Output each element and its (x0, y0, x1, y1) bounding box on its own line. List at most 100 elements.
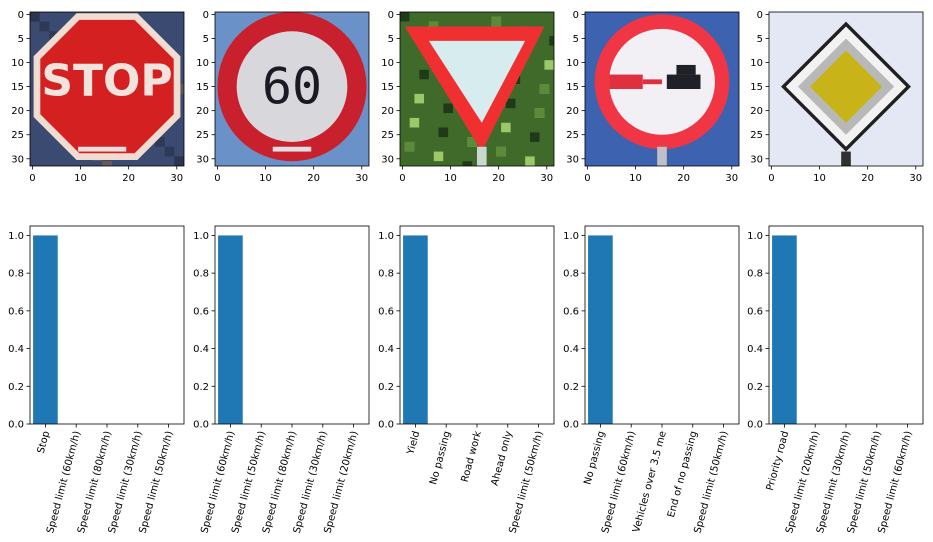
y-tick-label: 10 (750, 58, 763, 69)
category-label: Speed limit (50km/h) (693, 430, 731, 535)
yield-sign-image: 0 10 20 30 0 5 10 15 20 25 30 (381, 10, 555, 184)
category-label: Stop (36, 430, 53, 455)
category-label: Speed limit (60km/h) (199, 430, 237, 535)
speed-sign-face (236, 31, 348, 142)
y-tick-label: 0.6 (8, 306, 24, 317)
y-tick-label: 10 (196, 58, 209, 69)
y-tick-label: 0.4 (378, 344, 394, 355)
y-tick-label: 15 (750, 82, 763, 93)
y-tick-label: 0.8 (747, 269, 763, 280)
category-label: Speed limit (50km/h) (230, 430, 268, 535)
y-tick-label: 10 (381, 58, 394, 69)
y-tick-label: 0.2 (8, 382, 24, 393)
black-car-shape (666, 74, 701, 89)
y-tick-label: 10 (11, 58, 24, 69)
y-tick-label: 0.2 (563, 382, 579, 393)
category-label: Speed limit (50km/h) (846, 430, 884, 535)
y-tick-label: 0.4 (8, 344, 24, 355)
category-label: Priority road (765, 430, 791, 492)
category-label: Vehicles over 3.5 me (631, 430, 669, 534)
priority-sign-center (809, 50, 883, 123)
x-tick-label: 20 (492, 173, 505, 184)
y-tick-label: 0.0 (563, 420, 579, 431)
bar (772, 235, 797, 424)
y-tick-label: 0.2 (747, 382, 763, 393)
y-tick-label: 15 (196, 82, 209, 93)
x-tick-label: 0 (399, 173, 405, 184)
x-tick-label: 0 (29, 173, 35, 184)
x-tick-label: 0 (768, 173, 774, 184)
x-tick-label: 30 (170, 173, 183, 184)
y-tick-label: 0.6 (563, 306, 579, 317)
y-tick-label: 20 (566, 106, 579, 117)
y-tick-label: 10 (566, 58, 579, 69)
y-tick-label: 0.0 (8, 420, 24, 431)
y-tick-label: 0.8 (193, 269, 209, 280)
y-tick-label: 0.6 (747, 306, 763, 317)
image-frame (584, 11, 740, 167)
y-tick-label: 5 (18, 34, 24, 45)
y-tick-label: 15 (11, 82, 24, 93)
x-tick-label: 20 (677, 173, 690, 184)
category-label: No passing (428, 430, 453, 486)
x-tick-label: 10 (813, 173, 826, 184)
y-tick-label: 1.0 (193, 231, 209, 242)
category-label: Speed limit (20km/h) (784, 430, 822, 535)
image-frame (768, 11, 924, 167)
y-tick-label: 0.8 (8, 269, 24, 280)
image-frame (214, 11, 370, 167)
y-tick-label: 0 (573, 10, 579, 21)
category-label: Yield (405, 430, 422, 457)
image-frame (29, 11, 185, 167)
y-tick-label: 25 (566, 130, 579, 141)
category-label: Speed limit (30km/h) (815, 430, 853, 535)
y-tick-label: 1.0 (563, 231, 579, 242)
category-label: Speed limit (50km/h) (508, 430, 546, 535)
x-tick-label: 10 (259, 173, 272, 184)
x-tick-label: 0 (214, 173, 220, 184)
stop-sign-text: STOP (41, 56, 172, 107)
y-tick-label: 0.8 (563, 269, 579, 280)
y-tick-label: 0.6 (193, 306, 209, 317)
category-label: Speed limit (60km/h) (600, 430, 638, 535)
y-tick-label: 5 (757, 34, 763, 45)
y-tick-label: 0.4 (193, 344, 209, 355)
x-tick-label: 20 (861, 173, 874, 184)
speed-limit-60-image: 60 0 10 20 30 0 5 10 15 20 25 30 (196, 10, 370, 184)
y-tick-label: 5 (388, 34, 394, 45)
y-tick-label: 0.0 (378, 420, 394, 431)
stop-sign-face (40, 19, 174, 154)
y-tick-label: 0.4 (747, 344, 763, 355)
x-tick-label: 30 (909, 173, 922, 184)
bar (218, 235, 243, 424)
y-tick-label: 0.2 (378, 382, 394, 393)
y-tick-label: 0.0 (747, 420, 763, 431)
y-tick-label: 15 (566, 82, 579, 93)
y-tick-label: 0.8 (378, 269, 394, 280)
y-tick-label: 0.0 (193, 420, 209, 431)
y-tick-label: 0 (203, 10, 209, 21)
y-tick-label: 30 (566, 154, 579, 165)
category-label: No passing (582, 430, 607, 486)
x-tick-label: 0 (584, 173, 590, 184)
category-label: Speed limit (80km/h) (76, 430, 114, 535)
category-label: Speed limit (80km/h) (261, 430, 299, 535)
y-tick-label: 25 (11, 130, 24, 141)
image-frame (399, 11, 555, 167)
y-tick-label: 15 (381, 82, 394, 93)
category-label: Speed limit (60km/h) (877, 430, 915, 535)
y-tick-label: 5 (203, 34, 209, 45)
y-tick-label: 25 (196, 130, 209, 141)
category-label: Speed limit (30km/h) (107, 430, 145, 535)
y-tick-label: 0.6 (378, 306, 394, 317)
category-label: Speed limit (50km/h) (138, 430, 176, 535)
y-tick-label: 20 (11, 106, 24, 117)
y-tick-label: 0.4 (563, 344, 579, 355)
bar (403, 235, 428, 424)
x-tick-label: 20 (307, 173, 320, 184)
x-tick-label: 30 (355, 173, 368, 184)
